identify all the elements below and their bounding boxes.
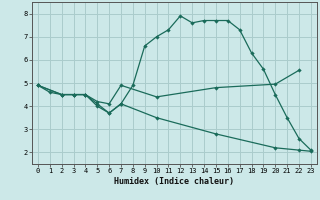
X-axis label: Humidex (Indice chaleur): Humidex (Indice chaleur) — [115, 177, 234, 186]
